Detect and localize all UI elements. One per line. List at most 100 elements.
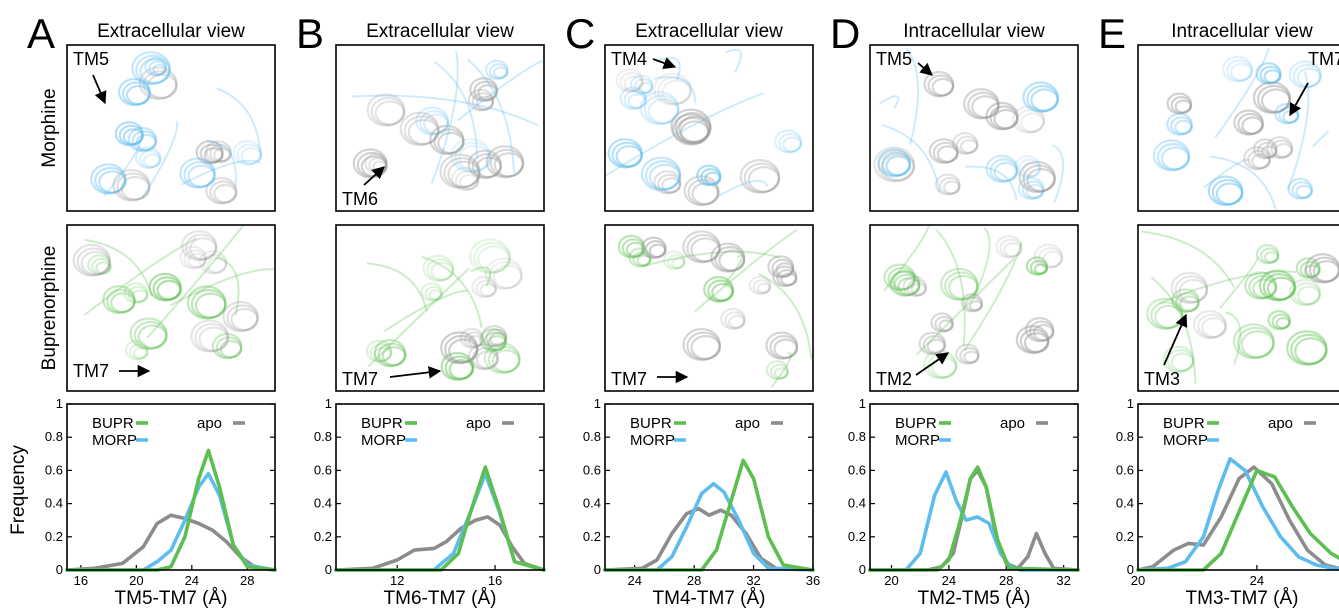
loop-ribbon	[723, 255, 743, 286]
panel-c: C Extracellular view TM4 TM7 0 0.2 0.4 0.6 0.8 1 2…	[565, 10, 820, 609]
helix-ring	[1028, 320, 1055, 342]
helix-ring	[479, 282, 497, 298]
helix-ring	[485, 328, 508, 347]
loop-ribbon	[883, 225, 931, 292]
helix-ring	[662, 250, 686, 270]
helix-ring	[711, 283, 734, 302]
loop-ribbon	[352, 94, 539, 127]
helix-ring	[129, 317, 168, 351]
panel-letter: E	[1098, 10, 1126, 57]
helix-ring	[190, 319, 229, 353]
y-tick-label: 1	[56, 396, 63, 411]
x-tick-label: 20	[129, 573, 143, 588]
legend-label-bupr: BUPR	[92, 415, 134, 432]
helix-ring	[491, 349, 521, 373]
helix-ring	[682, 230, 721, 264]
loop-ribbon	[466, 58, 515, 173]
panel-letter: A	[27, 10, 55, 57]
helix-ring	[1019, 328, 1050, 354]
helix-ring	[615, 68, 644, 93]
loop-ribbon	[717, 179, 769, 197]
helix-ring	[885, 155, 912, 177]
helix-ring	[403, 115, 440, 146]
x-axis-title: TM4-TM7 (Å)	[653, 588, 766, 609]
helix-ring	[1247, 149, 1271, 170]
helix-ring	[648, 243, 667, 258]
helix-ring	[993, 108, 1019, 130]
helix-ring	[1020, 112, 1045, 133]
protein-structure	[90, 51, 263, 205]
helix-ring	[419, 109, 450, 136]
legend-label-apo: apo	[197, 415, 222, 432]
helix-ring	[951, 132, 979, 155]
helix-ring	[1256, 141, 1278, 159]
tm-annotation: TM5	[73, 49, 109, 69]
helix-ring	[423, 113, 450, 135]
y-tick-label: 0.8	[45, 429, 63, 444]
loop-ribbon	[1141, 230, 1235, 288]
helix-ring	[881, 153, 916, 182]
legend-label-bupr: BUPR	[895, 415, 937, 432]
loop-ribbon	[146, 225, 244, 339]
loop-ribbon	[965, 165, 1018, 201]
helix-ring	[617, 234, 646, 259]
helix-ring	[1170, 116, 1193, 136]
legend-label-bupr: BUPR	[361, 415, 403, 432]
helix-ring	[487, 345, 521, 374]
helix-ring	[936, 145, 959, 163]
helix-ring	[1032, 324, 1055, 342]
helix-ring	[485, 145, 525, 179]
series-line-morp	[65, 471, 277, 572]
helix-ring	[1292, 282, 1321, 306]
helix-ring	[131, 51, 171, 86]
helix-ring	[621, 238, 646, 258]
helix-ring	[1263, 250, 1280, 264]
helix-ring	[661, 177, 682, 194]
helix-ring	[1287, 177, 1313, 200]
helix-ring	[87, 254, 112, 276]
helix-ring	[209, 180, 238, 204]
helix-ring	[135, 133, 157, 152]
loop-ribbon	[180, 159, 262, 186]
helix-ring	[1251, 153, 1271, 170]
helix-ring	[1295, 257, 1321, 279]
helix-ring	[1241, 116, 1264, 135]
helix-ring	[373, 339, 407, 368]
annotation-arrow	[1163, 313, 1188, 366]
helix-ring	[934, 315, 954, 333]
morphine-image-frame	[1137, 44, 1339, 212]
panel-d: D Intracellular view TM5 TM2 0 0.2 0.4 0.6 0.8 1 2…	[830, 10, 1080, 609]
helix-ring	[1026, 167, 1056, 193]
helix-ring	[117, 77, 151, 107]
protein-structure	[605, 48, 803, 207]
helix-ring	[1303, 264, 1321, 278]
loop-ribbon	[141, 120, 179, 200]
helix-ring	[1292, 63, 1322, 89]
helix-ring	[964, 296, 983, 312]
tm-annotation: TM5	[876, 49, 912, 69]
protein-structure	[1141, 230, 1339, 384]
helix-ring	[938, 319, 954, 332]
helix-ring	[1152, 139, 1191, 172]
helix-ring	[1018, 158, 1042, 178]
helix-ring	[1174, 99, 1193, 114]
x-tick-label: 20	[1131, 573, 1145, 588]
loop-ribbon	[881, 123, 941, 193]
helix-ring	[76, 247, 111, 277]
helix-ring	[447, 160, 481, 188]
legend-label-morp: MORP	[92, 432, 137, 449]
helix-ring	[1275, 317, 1291, 330]
helix-ring	[1166, 92, 1193, 115]
annotation-arrow	[1289, 82, 1309, 117]
helix-ring	[623, 89, 647, 110]
loop-ribbon	[470, 266, 492, 287]
helix-ring	[114, 121, 144, 147]
helix-ring	[183, 249, 207, 269]
helix-ring	[710, 242, 746, 273]
x-tick-label: 32	[1056, 573, 1070, 588]
helix-ring	[467, 334, 484, 348]
helix-ring	[877, 148, 912, 178]
